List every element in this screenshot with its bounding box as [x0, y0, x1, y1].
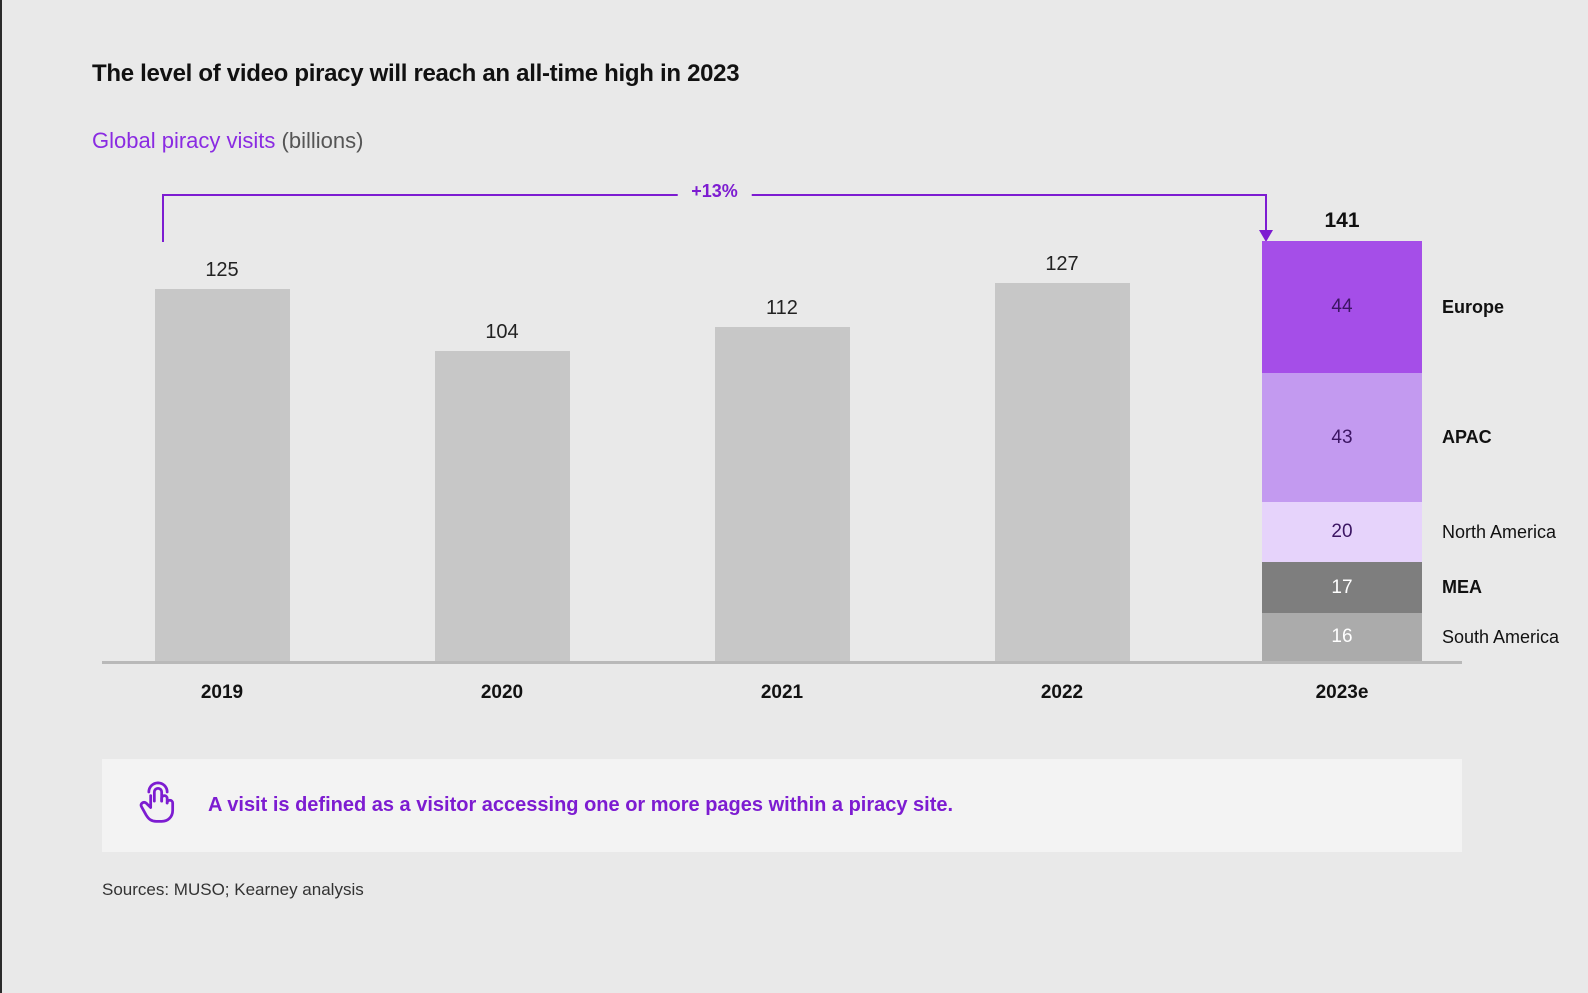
bar-column: 127	[952, 283, 1172, 661]
stacked-segment: 44Europe	[1262, 241, 1422, 373]
bar: 125	[155, 289, 290, 661]
stacked-bar: 14144Europe43APAC20North America17MEA16S…	[1262, 241, 1422, 661]
growth-label: +13%	[677, 181, 752, 202]
bar-value-label: 104	[435, 321, 570, 344]
bracket-line	[162, 194, 1267, 196]
chart-title: The level of video piracy will reach an …	[92, 60, 1508, 88]
stacked-segment: 17MEA	[1262, 562, 1422, 613]
chart-subtitle: Global piracy visits (billions)	[92, 128, 1508, 154]
segment-value: 44	[1331, 296, 1352, 318]
sources-text: Sources: MUSO; Kearney analysis	[102, 880, 1508, 900]
bar-column: 104	[392, 351, 612, 661]
x-tick-label: 2021	[672, 682, 892, 704]
stacked-segment: 20North America	[1262, 502, 1422, 562]
stacked-segment: 16South America	[1262, 613, 1422, 661]
bar: 104	[435, 351, 570, 661]
bracket-tick-left	[162, 194, 164, 242]
footnote-text: A visit is defined as a visitor accessin…	[208, 794, 953, 817]
segment-category-label: MEA	[1442, 577, 1482, 598]
footnote-box: A visit is defined as a visitor accessin…	[102, 759, 1462, 852]
segment-value: 43	[1331, 427, 1352, 449]
x-tick-label: 2022	[952, 682, 1172, 704]
x-tick-label: 2023e	[1232, 682, 1452, 704]
subtitle-accent: Global piracy visits	[92, 128, 275, 153]
segment-value: 16	[1331, 626, 1352, 648]
bar-column: 125	[112, 289, 332, 661]
bar-column: 112	[672, 327, 892, 661]
stacked-segment: 43APAC	[1262, 373, 1422, 502]
stacked-total-label: 141	[1262, 209, 1422, 233]
segment-value: 17	[1331, 577, 1352, 599]
tap-icon	[136, 781, 180, 830]
segment-category-label: North America	[1442, 522, 1556, 543]
subtitle-units: (billions)	[275, 128, 363, 153]
growth-bracket: +13%	[162, 184, 1267, 244]
bar-value-label: 112	[715, 297, 850, 320]
stacked-bar-column: 14144Europe43APAC20North America17MEA16S…	[1232, 241, 1452, 661]
segment-value: 20	[1331, 521, 1352, 543]
bar-value-label: 127	[995, 253, 1130, 276]
plot-region: 12510411212714144Europe43APAC20North Ame…	[102, 244, 1462, 664]
x-tick-label: 2019	[112, 682, 332, 704]
segment-category-label: Europe	[1442, 297, 1504, 318]
chart-area: +13% 125 104 112 127 141 44Europe43APAC20Nort…	[102, 184, 1462, 704]
segment-category-label: South America	[1442, 627, 1559, 648]
x-tick-label: 2020	[392, 682, 612, 704]
bar-value-label: 125	[155, 259, 290, 282]
x-axis: 2019 2020 2021 2022 2023e	[102, 682, 1462, 704]
bar: 112	[715, 327, 850, 661]
bar: 127	[995, 283, 1130, 661]
segment-category-label: APAC	[1442, 427, 1492, 448]
